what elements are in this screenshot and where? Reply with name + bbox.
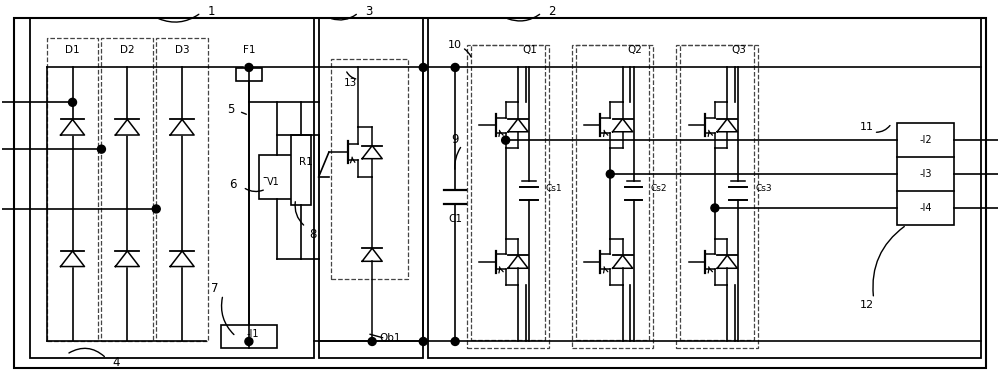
- Bar: [428, 18, 981, 358]
- Text: 5: 5: [227, 103, 235, 116]
- Circle shape: [451, 337, 459, 346]
- Bar: [156, 38, 208, 341]
- Text: -I2: -I2: [919, 135, 932, 145]
- Circle shape: [152, 205, 160, 213]
- Text: 13: 13: [344, 79, 357, 88]
- Polygon shape: [115, 120, 139, 135]
- Bar: [467, 45, 549, 348]
- Polygon shape: [717, 255, 737, 268]
- Text: Qb1: Qb1: [380, 334, 401, 344]
- Circle shape: [502, 136, 510, 144]
- Bar: [331, 60, 408, 279]
- Text: -I1: -I1: [247, 329, 259, 339]
- Text: -: -: [263, 171, 267, 183]
- Text: D3: D3: [175, 45, 189, 55]
- Polygon shape: [613, 119, 633, 132]
- Text: 2: 2: [548, 5, 556, 18]
- Circle shape: [451, 63, 459, 72]
- Text: 1: 1: [207, 5, 215, 18]
- Text: 6: 6: [229, 178, 237, 190]
- Bar: [319, 18, 423, 358]
- Bar: [259, 155, 297, 199]
- Polygon shape: [170, 120, 194, 135]
- Circle shape: [419, 337, 427, 346]
- Text: Cs1: Cs1: [546, 184, 562, 193]
- Text: 11: 11: [860, 122, 874, 132]
- Circle shape: [69, 98, 77, 106]
- Text: Cs2: Cs2: [650, 184, 667, 193]
- Text: Q3: Q3: [732, 45, 747, 55]
- Text: C1: C1: [448, 214, 462, 224]
- Text: D1: D1: [65, 45, 80, 55]
- Circle shape: [368, 337, 376, 346]
- Polygon shape: [508, 255, 528, 268]
- Bar: [47, 38, 98, 341]
- Polygon shape: [508, 119, 528, 132]
- Circle shape: [606, 170, 614, 178]
- Text: 7: 7: [211, 282, 219, 295]
- Text: R1: R1: [299, 157, 313, 167]
- Text: Cs3: Cs3: [755, 184, 772, 193]
- Polygon shape: [61, 120, 84, 135]
- Circle shape: [245, 337, 253, 346]
- Bar: [897, 123, 954, 225]
- Polygon shape: [61, 251, 84, 267]
- Polygon shape: [362, 146, 382, 159]
- Text: Q2: Q2: [627, 45, 642, 55]
- Text: F1: F1: [243, 45, 255, 55]
- Circle shape: [245, 63, 253, 72]
- Polygon shape: [362, 248, 382, 261]
- Circle shape: [97, 145, 105, 153]
- Bar: [101, 38, 153, 341]
- Bar: [236, 68, 262, 81]
- Bar: [680, 45, 754, 341]
- Text: -I4: -I4: [919, 203, 932, 213]
- Text: D2: D2: [120, 45, 135, 55]
- Bar: [221, 325, 277, 348]
- Text: 8: 8: [309, 228, 316, 241]
- Text: V1: V1: [266, 177, 279, 187]
- Polygon shape: [717, 119, 737, 132]
- Text: 10: 10: [448, 39, 462, 50]
- Bar: [471, 45, 545, 341]
- Text: 9: 9: [451, 133, 459, 146]
- Bar: [572, 45, 653, 348]
- Text: -I3: -I3: [919, 169, 932, 179]
- Polygon shape: [170, 251, 194, 267]
- Circle shape: [711, 204, 719, 212]
- Text: 4: 4: [113, 356, 120, 369]
- Circle shape: [419, 63, 427, 72]
- Bar: [676, 45, 758, 348]
- Text: Q1: Q1: [522, 45, 537, 55]
- Polygon shape: [115, 251, 139, 267]
- Polygon shape: [613, 255, 633, 268]
- Text: 3: 3: [365, 5, 372, 18]
- Bar: [576, 45, 649, 341]
- Text: 12: 12: [860, 300, 874, 310]
- Bar: [30, 18, 314, 358]
- Bar: [291, 135, 311, 205]
